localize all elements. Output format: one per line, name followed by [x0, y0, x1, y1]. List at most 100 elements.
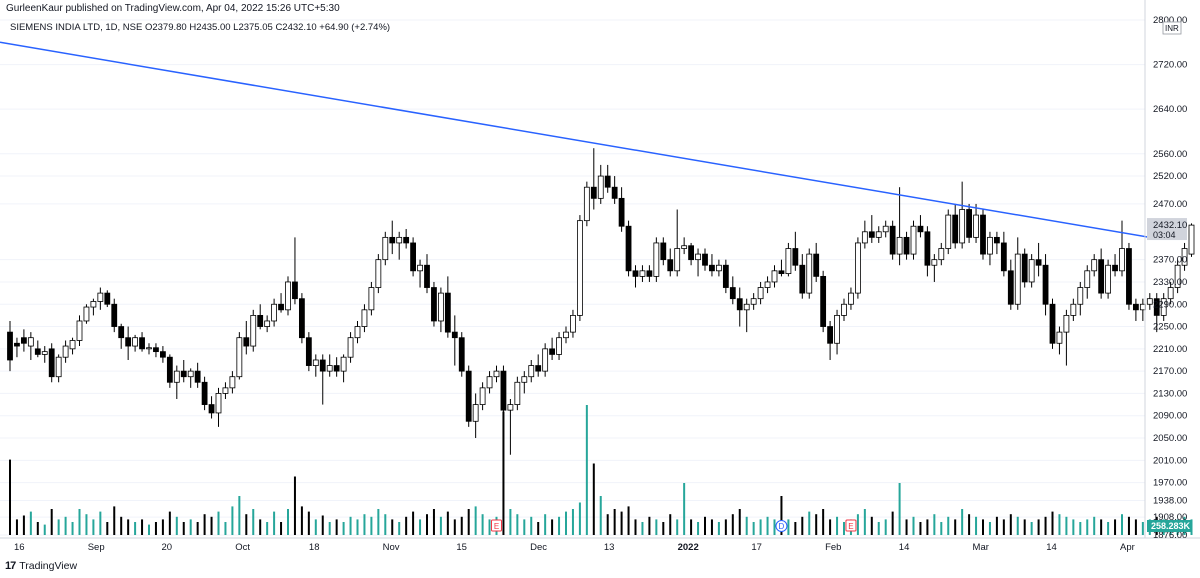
volume-bar	[113, 506, 116, 535]
volume-bar	[1072, 519, 1075, 535]
volume-bar	[446, 511, 449, 535]
candle-body	[285, 281, 291, 311]
candle-body	[987, 236, 993, 255]
volume-bar	[168, 511, 171, 535]
volume-bar	[1141, 522, 1144, 535]
candle-body	[132, 337, 139, 347]
price-tick-label: 2090.00	[1153, 411, 1187, 422]
publisher-header: GurleenKaur published on TradingView.com…	[6, 3, 340, 14]
candle-body	[695, 253, 701, 261]
volume-bar	[467, 509, 470, 535]
candle-body	[590, 186, 597, 199]
price-tick-label: 2720.00	[1153, 60, 1187, 71]
candle-body	[1112, 264, 1118, 272]
candlesticks	[7, 148, 1195, 455]
candle-body	[1133, 303, 1139, 311]
currency-box[interactable]	[1162, 21, 1182, 35]
volume-bar	[1121, 514, 1123, 535]
candle-body	[994, 236, 1000, 244]
candle-body	[882, 225, 889, 233]
candle-body	[632, 270, 639, 277]
volume-bar	[759, 519, 762, 535]
candle-body	[403, 236, 410, 244]
volume-bar	[106, 522, 109, 535]
candle-body	[173, 370, 180, 383]
candle-body	[646, 270, 653, 277]
volume-bar	[648, 516, 651, 535]
volume-bar	[370, 516, 373, 535]
time-tick-label: 14	[1046, 542, 1057, 553]
volume-bar	[905, 519, 908, 535]
volume-bar	[697, 522, 700, 535]
volume-bar	[356, 519, 359, 535]
candle-body	[875, 231, 882, 238]
volume-bar	[287, 509, 289, 535]
price-tick-label: 2170.00	[1153, 366, 1187, 377]
candle-body	[827, 326, 833, 344]
volume-bar	[321, 515, 324, 535]
candle-body	[410, 242, 417, 272]
candle-body	[778, 270, 785, 274]
volume-bar	[745, 516, 748, 535]
volume-bar	[439, 516, 442, 535]
volume-bar	[148, 524, 150, 535]
volume-bar	[968, 514, 971, 535]
volume-bar	[926, 519, 929, 535]
volume-bar	[398, 522, 401, 535]
time-axis[interactable]: 16 Sep 20 Oct 18 Nov 15 Dec 13 2022 17 Feb 14 Mar 14 Ap…	[14, 542, 1135, 553]
time-tick-label: 20	[161, 542, 172, 553]
volume-bar	[704, 516, 706, 535]
candle-body	[194, 370, 201, 383]
price-axis[interactable]: 2800.00 2720.00 2640.00 2560.00 2520.00 2470.…	[1153, 15, 1187, 541]
volume-bar	[1037, 519, 1040, 535]
time-tick-label: Feb	[825, 542, 841, 553]
volume-bar	[558, 516, 561, 535]
volume-bar	[453, 519, 456, 535]
time-tick-label: Sep	[88, 542, 105, 553]
volume-bar	[516, 514, 519, 535]
candle-body	[319, 359, 326, 372]
volume-bar	[460, 516, 463, 535]
time-tick-label: 14	[899, 542, 910, 553]
candle-body	[1070, 303, 1077, 316]
candle-body	[55, 356, 62, 378]
candle-body	[528, 365, 535, 378]
volume-bar	[502, 411, 505, 535]
volume-bar	[843, 522, 845, 535]
trendline[interactable]	[0, 41, 1150, 239]
earnings-event-icon[interactable]	[491, 519, 502, 532]
candle-body	[681, 245, 688, 249]
candle-body	[201, 381, 208, 405]
volume-bar	[488, 519, 491, 535]
candle-body	[834, 315, 840, 344]
volume-bar	[717, 522, 720, 535]
candle-body	[667, 259, 674, 272]
candle-body	[861, 231, 868, 244]
volume-bar	[544, 514, 547, 535]
volume-bar	[78, 509, 81, 535]
candle-body	[1084, 270, 1091, 288]
earnings-event-icon[interactable]	[845, 519, 857, 532]
volume-bar	[565, 511, 567, 535]
candle-body	[146, 347, 152, 350]
candle-body	[1035, 259, 1042, 266]
volume-bar	[432, 509, 435, 535]
candle-body	[722, 264, 729, 288]
candle-body	[716, 264, 722, 272]
volume-bar	[530, 516, 533, 535]
candle-body	[563, 331, 569, 339]
candle-body	[1056, 331, 1063, 344]
candle-body	[1091, 259, 1098, 272]
candle-body	[597, 175, 604, 199]
volume-bar	[335, 519, 338, 535]
volume-bar	[988, 522, 991, 535]
footer-brand: TradingView	[19, 560, 78, 572]
candle-body	[41, 351, 48, 355]
event-label: D	[779, 522, 785, 531]
candle-body	[1146, 298, 1153, 305]
volume-bar	[669, 514, 672, 535]
dividend-event-icon[interactable]	[775, 520, 788, 532]
volume-bars	[9, 405, 1193, 535]
